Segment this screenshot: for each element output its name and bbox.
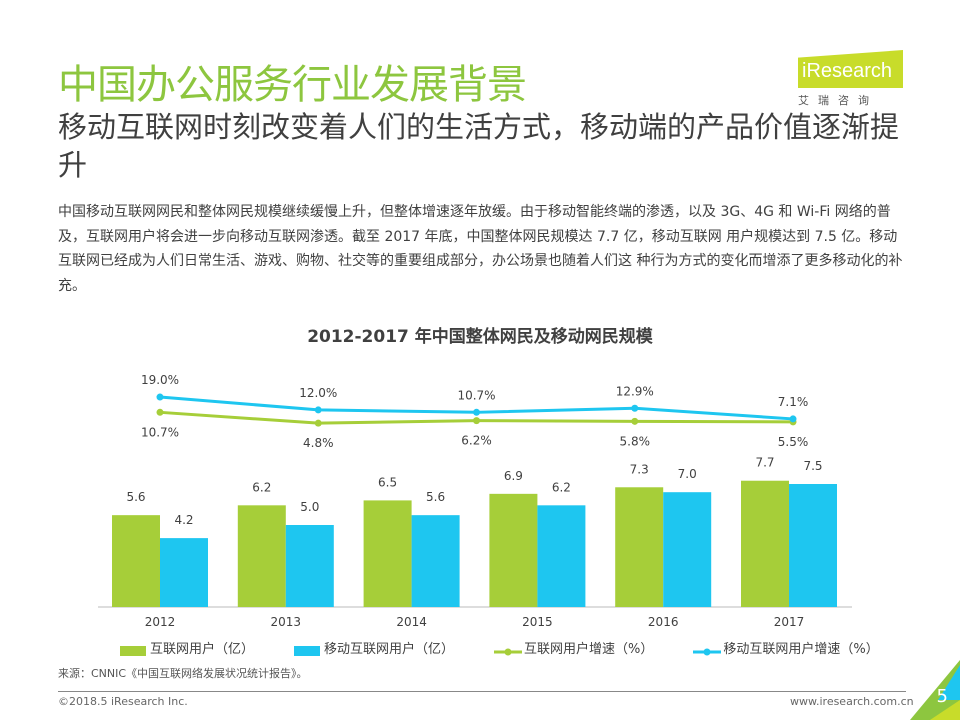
- x-tick-label: 2014: [396, 615, 427, 629]
- x-tick-label: 2012: [145, 615, 176, 629]
- page-subtitle: 移动互联网时刻改变着人们的生活方式，移动端的产品价值逐渐提升: [58, 110, 900, 182]
- x-tick-label: 2017: [774, 615, 805, 629]
- iresearch-logo: iResearch 艾瑞咨询: [790, 50, 910, 110]
- copyright: ©2018.5 iResearch Inc.: [58, 695, 188, 708]
- x-tick-label: 2015: [522, 615, 553, 629]
- line-data-label: 6.2%: [461, 434, 492, 448]
- line-point: [631, 404, 639, 412]
- line-data-label: 19.0%: [141, 373, 179, 387]
- line-point: [789, 415, 797, 423]
- bar: [741, 480, 789, 607]
- source-note: 来源：CNNIC《中国互联网络发展状况统计报告》。: [58, 667, 308, 680]
- website-link[interactable]: www.iresearch.com.cn: [790, 695, 914, 708]
- line-data-label: 5.5%: [778, 435, 809, 449]
- bar-data-label: 6.5: [378, 475, 397, 489]
- legend-item: 移动互联网用户增速（%）: [693, 638, 879, 657]
- line-point: [314, 419, 322, 427]
- bar-data-label: 5.0: [300, 500, 319, 514]
- bar: [789, 484, 837, 607]
- page-number: 5: [936, 686, 948, 707]
- bar: [160, 538, 208, 607]
- line-point: [314, 406, 322, 414]
- line-data-label: 10.7%: [457, 388, 495, 402]
- bar-data-label: 6.2: [252, 480, 271, 494]
- bar-data-label: 4.2: [174, 513, 193, 527]
- line-point: [631, 417, 639, 425]
- bar-data-label: 5.6: [126, 490, 145, 504]
- bar: [615, 487, 664, 607]
- bar: [489, 493, 538, 607]
- corner-decoration: [910, 660, 960, 720]
- bar-data-label: 7.3: [630, 462, 649, 476]
- bar: [237, 505, 286, 607]
- legend-item: 互联网用户增速（%）: [494, 638, 653, 657]
- x-tick-label: 2016: [648, 615, 679, 629]
- bar: [112, 515, 160, 607]
- bar-data-label: 6.2: [552, 480, 571, 494]
- bar: [663, 492, 712, 607]
- bar: [411, 515, 460, 607]
- bar: [363, 500, 412, 607]
- line-point: [156, 393, 164, 401]
- legend-item: 互联网用户（亿）: [120, 638, 254, 657]
- line-point: [473, 417, 481, 425]
- line-data-label: 5.8%: [620, 434, 651, 448]
- bar-data-label: 5.6: [426, 490, 445, 504]
- line-data-label: 12.9%: [616, 384, 654, 398]
- line-data-label: 10.7%: [141, 425, 179, 439]
- chart-legend: 互联网用户（亿） 移动互联网用户（亿） 互联网用户增速（%） 移动互联网用户增速…: [120, 638, 919, 657]
- bar-data-label: 7.0: [678, 467, 697, 481]
- bar-data-label: 7.5: [803, 459, 822, 473]
- line-point: [156, 408, 164, 416]
- bar-data-label: 6.9: [504, 469, 523, 483]
- footer-divider: [58, 691, 906, 692]
- bar: [537, 505, 586, 607]
- line-data-label: 4.8%: [303, 436, 334, 450]
- line-data-label: 7.1%: [778, 395, 809, 409]
- body-paragraph: 中国移动互联网网民和整体网民规模继续缓慢上升，但整体增速逐年放缓。由于移动智能终…: [58, 204, 903, 294]
- bar-data-label: 7.7: [755, 456, 774, 470]
- line-data-label: 12.0%: [299, 386, 337, 400]
- legend-item: 移动互联网用户（亿）: [294, 638, 454, 657]
- bar: [285, 525, 334, 607]
- x-tick-label: 2013: [271, 615, 302, 629]
- line-point: [473, 408, 481, 416]
- page-title: 中国办公服务行业发展背景: [58, 62, 527, 108]
- chart-title: 2012-2017 年中国整体网民及移动网民规模: [307, 327, 653, 347]
